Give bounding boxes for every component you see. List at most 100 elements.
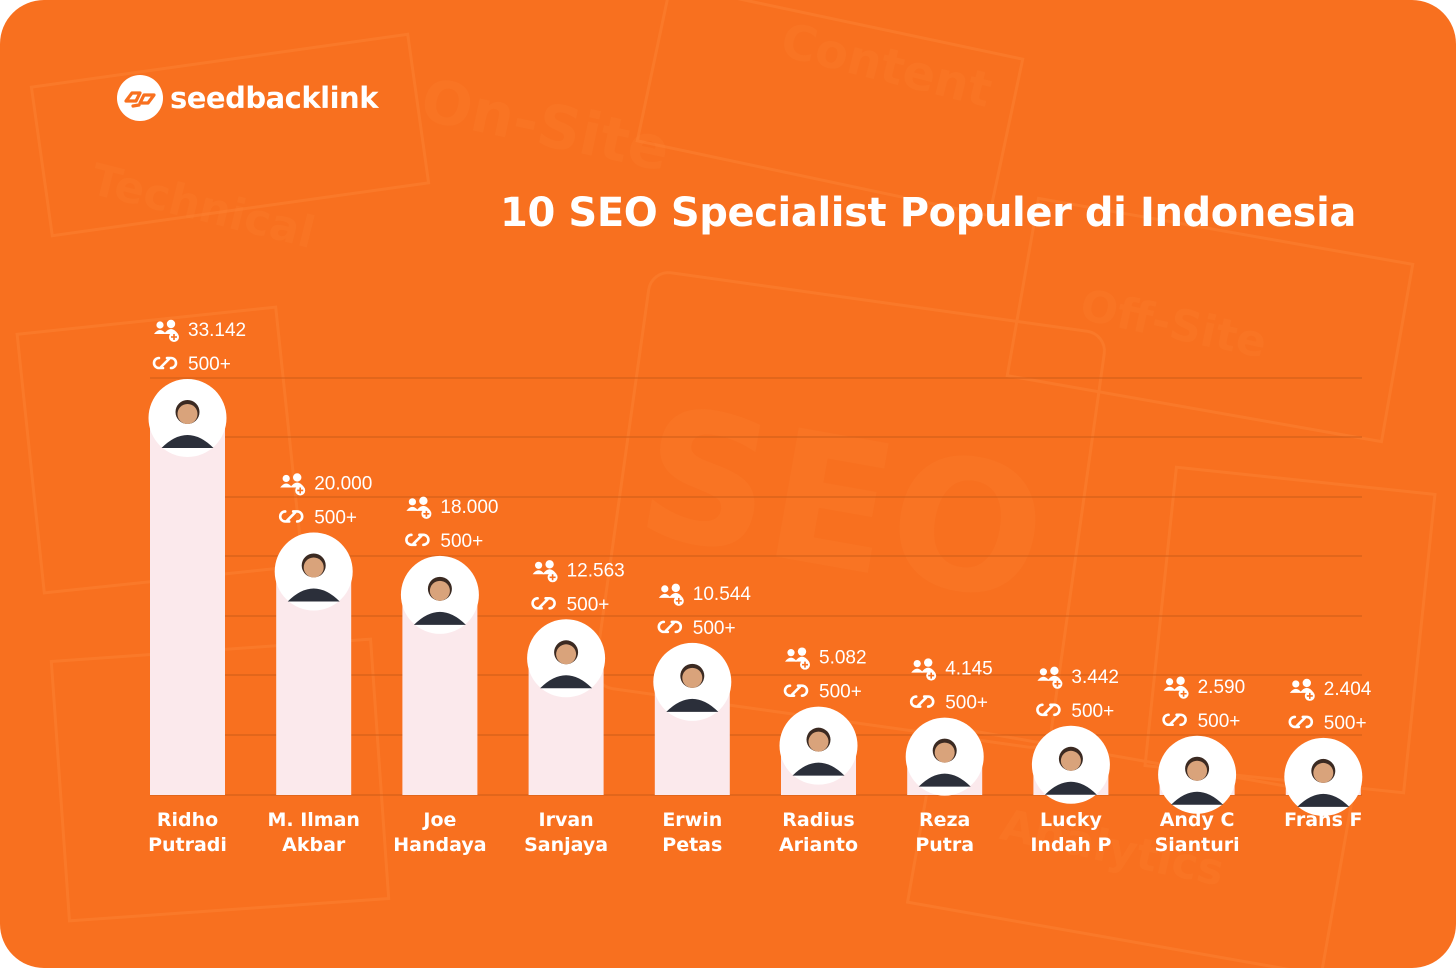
chart-title: 10 SEO Specialist Populer di Indonesia	[500, 190, 1356, 236]
avatar	[779, 706, 858, 785]
connections-count: 500+	[567, 594, 610, 615]
connections-count: 500+	[1198, 711, 1241, 732]
brand-name: seedbacklink	[170, 81, 378, 115]
avatar	[274, 532, 353, 611]
avatar-body	[1171, 791, 1224, 805]
followers-icon	[531, 559, 559, 584]
avatar-face	[177, 404, 198, 424]
avatar-face	[934, 742, 955, 763]
followers-count: 12.563	[567, 560, 625, 581]
followers-icon	[153, 318, 180, 343]
category-label: Joe	[421, 809, 456, 831]
brand-logo: seedbacklink	[116, 74, 378, 122]
followers-count: 33.142	[188, 320, 246, 341]
followers-icon	[1162, 675, 1190, 700]
connections-icon	[1288, 715, 1314, 729]
bars-layer	[148, 379, 1363, 816]
avatar-body	[918, 773, 971, 787]
avatar	[653, 642, 732, 721]
followers-count: 18.000	[440, 497, 498, 518]
connections-count: 500+	[188, 354, 231, 375]
avatar-body	[413, 611, 466, 625]
avatar	[905, 717, 984, 796]
category-label: Sianturi	[1155, 834, 1240, 856]
avatar	[1031, 725, 1110, 804]
category-label: Putradi	[148, 834, 227, 856]
category-label: M. Ilman	[267, 809, 359, 831]
labels-layer: 33.142 500+ Ridho Putradi 20.000 500+ M. Ilman…	[148, 318, 1372, 856]
connections-count: 500+	[819, 682, 862, 703]
followers-icon	[279, 472, 307, 497]
followers-icon	[1036, 665, 1064, 690]
category-label: Reza	[919, 809, 970, 831]
avatar	[1158, 735, 1237, 814]
connections-count: 500+	[1324, 713, 1367, 734]
category-label: Indah P	[1030, 834, 1111, 856]
avatar	[400, 555, 479, 634]
connections-icon	[1162, 713, 1187, 727]
connections-count: 500+	[1071, 701, 1114, 722]
category-label: Lucky	[1040, 809, 1103, 831]
bar	[402, 584, 478, 795]
connections-icon	[657, 620, 683, 634]
followers-icon	[657, 582, 685, 607]
category-label: Andy C	[1160, 809, 1235, 831]
avatar-face	[1187, 760, 1208, 781]
followers-count: 2.404	[1324, 679, 1372, 700]
followers-count: 2.590	[1198, 677, 1246, 698]
category-label: Petas	[662, 834, 722, 856]
bar	[150, 408, 225, 795]
category-label: Frans F	[1284, 809, 1362, 831]
category-label: Ridho	[157, 809, 218, 831]
avatar-face	[682, 667, 703, 688]
avatar-body	[1044, 781, 1097, 795]
bar	[276, 561, 352, 795]
link-chain-icon	[117, 75, 163, 121]
avatar-face	[808, 731, 829, 752]
followers-count: 10.544	[693, 584, 752, 605]
category-label: Putra	[915, 834, 974, 856]
avatar-body	[792, 762, 845, 776]
followers-count: 4.145	[945, 659, 993, 680]
avatar-body	[1297, 793, 1350, 807]
followers-icon	[784, 646, 811, 671]
followers-icon	[910, 657, 938, 682]
followers-count: 20.000	[314, 473, 372, 494]
followers-icon	[405, 495, 433, 520]
category-label: Sanjaya	[524, 834, 608, 856]
category-label: Radius	[782, 809, 854, 831]
connections-icon	[152, 356, 178, 370]
avatar-face	[1313, 762, 1334, 783]
avatar-body	[666, 698, 719, 712]
connections-count: 500+	[314, 507, 357, 528]
gridlines	[150, 377, 1362, 796]
connections-count: 500+	[693, 618, 736, 639]
connections-icon	[1036, 703, 1061, 717]
connections-count: 500+	[440, 531, 483, 552]
avatar	[148, 379, 227, 457]
followers-count: 5.082	[819, 648, 867, 669]
avatar-face	[429, 580, 450, 601]
category-label: Erwin	[662, 809, 722, 831]
avatar-body	[287, 588, 340, 602]
category-label: Handaya	[393, 834, 486, 856]
followers-count: 3.442	[1071, 667, 1119, 688]
connections-count: 500+	[945, 693, 988, 714]
avatar-face	[303, 557, 324, 578]
followers-icon	[1289, 677, 1316, 702]
avatar	[1284, 737, 1363, 816]
avatar-face	[556, 644, 577, 665]
category-label: Akbar	[282, 834, 346, 856]
avatar-body	[161, 435, 214, 448]
category-label: Irvan	[539, 809, 594, 831]
avatar-face	[1060, 750, 1081, 771]
connections-icon	[278, 510, 304, 523]
connections-icon	[531, 597, 556, 610]
connections-icon	[909, 695, 935, 708]
connections-icon	[783, 684, 809, 697]
connections-icon	[405, 533, 430, 547]
avatar-body	[540, 675, 593, 689]
